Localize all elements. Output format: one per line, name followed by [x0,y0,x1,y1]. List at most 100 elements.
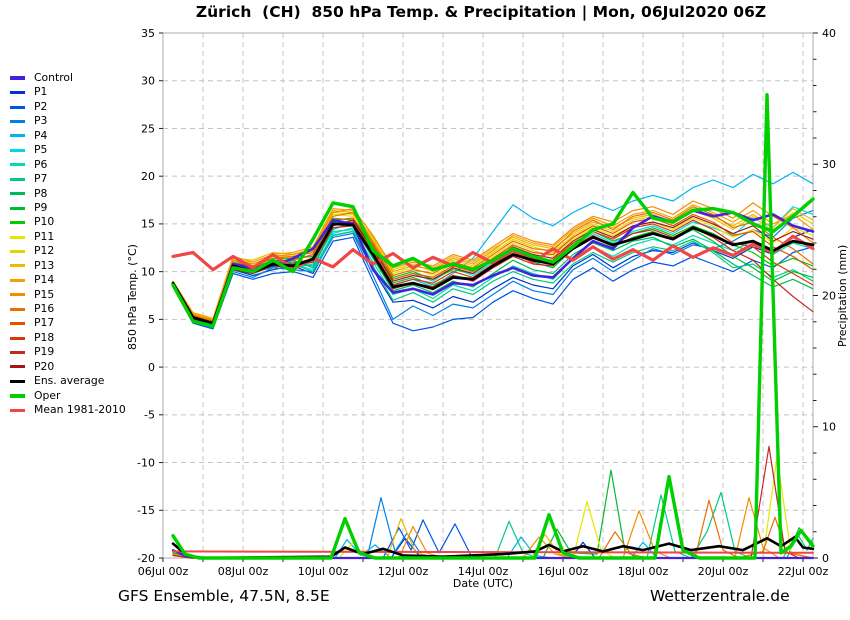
temp-tick-label: 5 [148,313,155,326]
legend-swatch-p17 [10,322,25,326]
legend-item-p4: P4 [10,129,126,143]
legend-item-p1: P1 [10,85,126,99]
legend-item-p18: P18 [10,331,126,345]
temp-line-p8 [172,225,814,324]
date-tick-label: 18Jul 00z [618,565,669,578]
date-tick-label: 16Jul 00z [538,565,589,578]
legend-swatch-p14 [10,278,25,282]
legend-item-p17: P17 [10,316,126,330]
legend-label-p20: P20 [34,359,55,373]
legend-swatch-p3 [10,120,25,124]
precip-p11-line [172,456,814,559]
legend-label-p14: P14 [34,273,55,287]
precip-axis-label: Precipitation (mm) [836,244,849,347]
legend-swatch-p6 [10,163,25,167]
legend-label-p7: P7 [34,172,48,186]
temp-line-mean_clim [171,234,815,272]
legend-label-p11: P11 [34,229,55,243]
date-tick-label: 12Jul 00z [378,565,429,578]
legend-item-p3: P3 [10,114,126,128]
legend-item-p12: P12 [10,244,126,258]
legend-item-p14: P14 [10,273,126,287]
legend-label-p8: P8 [34,186,48,200]
footer-branding: Wetterzentrale.de [650,587,790,605]
legend: Control P1 P2 P3 P4 P5 P6 P7 P8 P9 P10 P11 P12 P13 P14… [10,71,126,418]
legend-item-p16: P16 [10,302,126,316]
date-tick-label: 06Jul 00z [138,565,189,578]
temp-line-p2 [172,236,814,332]
legend-swatch-p19 [10,351,25,355]
temp-tick-label: -15 [137,504,155,517]
legend-label-p3: P3 [34,114,48,128]
legend-label-p1: P1 [34,85,48,99]
legend-item-control: Control [10,71,126,85]
legend-item-p10: P10 [10,215,126,229]
legend-label-p18: P18 [34,330,55,344]
temp-line-p15 [172,200,814,321]
legend-item-p20: P20 [10,360,126,374]
legend-swatch-oper [10,394,25,398]
legend-swatch-p11 [10,235,25,239]
legend-item-p6: P6 [10,158,126,172]
temp-tick-label: 35 [141,27,155,40]
legend-item-p9: P9 [10,201,126,215]
legend-item-oper: Oper [10,389,126,403]
date-tick-label: 10Jul 00z [298,565,349,578]
precip-tick-label: 30 [822,158,836,171]
legend-item-p5: P5 [10,143,126,157]
legend-label-p4: P4 [34,128,48,142]
temp-tick-label: 15 [141,218,155,231]
temp-axis-label: 850 hPa Temp. (°C) [126,244,139,350]
temp-tick-label: -10 [137,456,155,469]
precip-p7-line [172,491,814,559]
legend-item-p7: P7 [10,172,126,186]
legend-swatch-p18 [10,336,25,340]
legend-label-p9: P9 [34,200,48,214]
legend-label-p19: P19 [34,345,55,359]
legend-swatch-p15 [10,293,25,297]
legend-label-oper: Oper [34,388,61,402]
legend-label-p10: P10 [34,215,55,229]
legend-swatch-p2 [10,105,25,109]
footer-model-info: GFS Ensemble, 47.5N, 8.5E [118,587,330,605]
legend-swatch-p10 [10,221,25,225]
precip-ens-avg-line [171,535,815,560]
legend-label-p12: P12 [34,244,55,258]
legend-swatch-mean_clim [10,408,25,413]
chart-title: Zürich (CH) 850 hPa Temp. & Precipitatio… [195,3,767,21]
legend-item-mean_clim: Mean 1981-2010 [10,403,126,417]
legend-item-p2: P2 [10,100,126,114]
legend-swatch-control [10,76,25,80]
legend-swatch-p16 [10,307,25,311]
precip-mean-line [172,550,814,554]
legend-swatch-p20 [10,365,25,369]
date-tick-label: 08Jul 00z [218,565,269,578]
precip-tick-label: 20 [822,289,836,302]
plot-border [162,32,814,559]
x-axis-label: Date (UTC) [452,577,514,590]
temp-line-p7 [172,230,814,326]
legend-swatch-p4 [10,134,25,138]
legend-item-ens_avg: Ens. average [10,374,126,388]
temp-tick-label: -20 [137,552,155,565]
legend-item-p13: P13 [10,259,126,273]
precip-tick-label: 10 [822,421,836,434]
temp-tick-label: 0 [148,361,155,374]
legend-swatch-p8 [10,192,25,196]
temp-tick-label: 20 [141,170,155,183]
legend-label-p16: P16 [34,302,55,315]
temp-tick-label: 30 [141,75,155,88]
legend-label-p17: P17 [34,316,55,330]
date-tick-label: 20Jul 00z [698,565,749,578]
legend-label-p13: P13 [34,258,55,272]
legend-label-p5: P5 [34,143,48,157]
temp-line-p11 [172,213,814,321]
precip-tick-label: 0 [822,552,829,565]
precip-tick-label: 40 [822,27,836,40]
temp-tick-label: -5 [144,409,155,422]
legend-item-p8: P8 [10,187,126,201]
legend-item-p19: P19 [10,345,126,359]
date-tick-label: 22Jul 00z [778,565,829,578]
